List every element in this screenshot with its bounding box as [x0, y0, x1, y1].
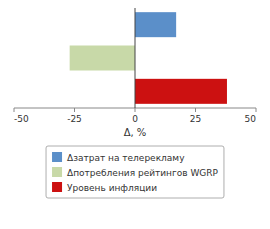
legend-swatch: [52, 152, 62, 162]
x-tick-label: 50: [245, 114, 257, 124]
x-tick-label: -25: [67, 114, 82, 124]
x-tick: [256, 108, 257, 112]
plot-background: [14, 8, 256, 108]
bar: [70, 46, 135, 71]
legend-swatch: [52, 182, 62, 192]
x-tick: [135, 108, 136, 112]
bar: [135, 79, 227, 104]
bars: [70, 12, 227, 104]
legend-swatch: [52, 167, 62, 177]
x-tick-label: 0: [132, 114, 138, 124]
legend-label: Δзатрат на телерекламу: [67, 153, 185, 163]
x-tick-label: -50: [14, 114, 29, 124]
x-tick-label: 25: [190, 114, 201, 124]
chart-container: -50 -25 0 25 50 Δ, % Δзатрат на телерекламу Δпо…: [0, 0, 270, 229]
x-axis-label: Δ, %: [124, 127, 147, 138]
x-tick: [195, 108, 196, 112]
x-tick: [74, 108, 75, 112]
x-tick: [14, 108, 15, 112]
legend-frame: [46, 146, 224, 198]
bar: [135, 12, 176, 37]
chart-svg: -50 -25 0 25 50 Δ, % Δзатрат на телерекламу Δпо…: [0, 0, 270, 229]
legend-label: Δпотребления рейтингов WGRP: [67, 168, 218, 178]
legend: Δзатрат на телерекламу Δпотребления рейти…: [46, 146, 224, 198]
legend-label: Уровень инфляции: [67, 183, 157, 193]
zero-line: [135, 8, 136, 108]
